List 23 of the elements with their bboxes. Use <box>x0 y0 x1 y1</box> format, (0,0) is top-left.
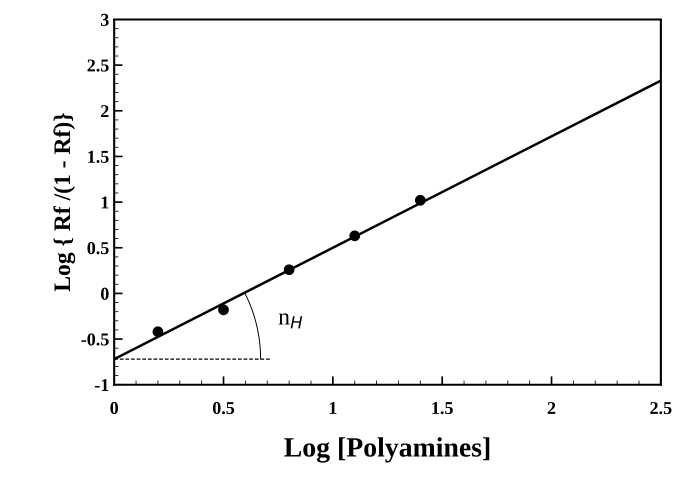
x-axis-title: Log [Polyamines] <box>284 437 490 463</box>
point <box>349 230 360 242</box>
x-tick-label: 1.5 <box>432 402 453 414</box>
x-tick-label: 0 <box>110 402 118 414</box>
x-tick-label: 1 <box>330 402 336 414</box>
y-tick-label: 2.5 <box>88 59 109 72</box>
annotation: n$_{H}$ <box>278 313 302 328</box>
y-axis-title: Log { Rf /(1 - Rf)} <box>53 113 76 292</box>
y-tick-label: 1.5 <box>88 150 109 163</box>
y-tick-label: 0 <box>100 288 109 300</box>
point <box>152 326 164 338</box>
y-tick-label: -0.5 <box>81 333 109 346</box>
y-tick-label: 3 <box>100 14 109 26</box>
y-tick-label: 0.5 <box>87 242 109 254</box>
point <box>284 264 294 276</box>
x-tick-label: 2 <box>548 402 556 414</box>
y-tick-label: -1 <box>94 379 108 391</box>
x-tick-label: 2.5 <box>650 402 672 414</box>
x-tick-label: 0.5 <box>212 402 234 414</box>
point <box>218 304 229 316</box>
point <box>414 194 426 206</box>
y-tick-label: 1 <box>102 196 108 208</box>
y-tick-label: 2 <box>101 105 109 118</box>
